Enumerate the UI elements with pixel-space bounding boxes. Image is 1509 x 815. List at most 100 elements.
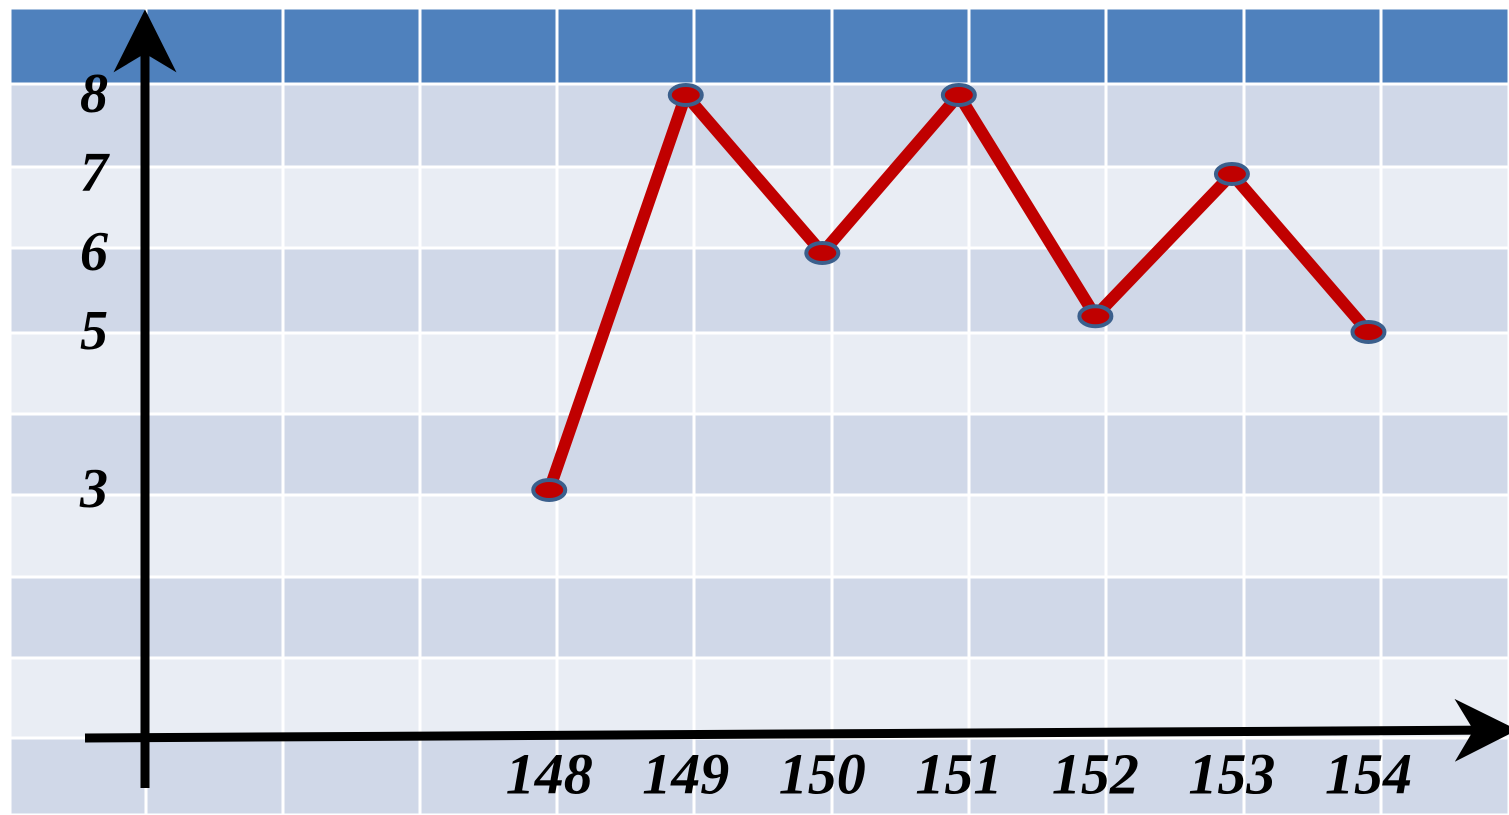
table-cell — [144, 656, 285, 740]
header-cell — [692, 6, 834, 86]
x-tick-label: 151 — [915, 741, 1002, 806]
table-cell — [281, 736, 422, 815]
table-cell — [144, 575, 285, 660]
data-point — [940, 83, 977, 107]
table-cell — [8, 575, 148, 660]
table-cell — [418, 575, 559, 660]
table-cell — [555, 493, 696, 579]
table-cell — [1104, 736, 1246, 815]
table-cell — [1379, 165, 1509, 250]
x-axis — [84, 698, 1509, 762]
table-cell — [830, 493, 971, 579]
header-cell — [555, 6, 696, 86]
table-cell — [8, 331, 148, 416]
table-cell — [8, 246, 148, 335]
table-cell — [8, 493, 148, 579]
header-cell — [967, 6, 1108, 86]
y-tick-label: 5 — [80, 300, 108, 362]
x-tick-label: 154 — [1325, 741, 1412, 806]
table-cell — [1379, 575, 1509, 660]
table-cell — [1104, 82, 1246, 169]
table-cell — [1379, 493, 1509, 579]
table-cell — [967, 736, 1108, 815]
table-cell — [830, 575, 971, 660]
table-cell — [1104, 412, 1246, 497]
background-table — [8, 6, 1509, 815]
table-cell — [1242, 736, 1383, 815]
x-tick-label: 148 — [506, 741, 593, 806]
table-cell — [281, 493, 422, 579]
table-cell — [418, 493, 559, 579]
table-cell — [144, 82, 285, 169]
table-cell — [8, 412, 148, 497]
plot: 3 5 6 7 8 148 149 150 151 152 153 154 — [79, 9, 1509, 806]
table-cell — [1242, 656, 1383, 740]
y-tick-label: 6 — [80, 221, 108, 283]
header-cell — [830, 6, 971, 86]
table-cell — [144, 736, 285, 815]
table-cell — [555, 575, 696, 660]
table-cell — [8, 165, 148, 250]
table-cell — [418, 165, 559, 250]
table-cell — [830, 736, 971, 815]
header-cell — [8, 6, 148, 86]
x-tick-label: 149 — [642, 741, 729, 806]
table-cell — [1379, 82, 1509, 169]
table-cell — [967, 656, 1108, 740]
table-cell — [692, 493, 834, 579]
table-cell — [555, 656, 696, 740]
table-cell — [281, 246, 422, 335]
data-point — [667, 83, 704, 107]
table-cell — [967, 575, 1108, 660]
table-cell — [418, 246, 559, 335]
header-cell — [1104, 6, 1246, 86]
table-cell — [830, 165, 971, 250]
table-cell — [692, 412, 834, 497]
table-cell — [830, 656, 971, 740]
data-point — [1077, 304, 1114, 329]
data-point — [804, 241, 841, 265]
table-cell — [1379, 331, 1509, 416]
table-cell — [692, 736, 834, 815]
table-cell — [555, 165, 696, 250]
table-cell — [144, 412, 285, 497]
table-cell — [144, 331, 285, 416]
table-cell — [281, 412, 422, 497]
table-cell — [1242, 493, 1383, 579]
table-cell — [967, 165, 1108, 250]
table-cell — [692, 575, 834, 660]
header-cell — [144, 6, 285, 86]
table-cell — [1379, 246, 1509, 335]
table-cell — [1242, 82, 1383, 169]
table-cell — [281, 82, 422, 169]
table-cell — [418, 331, 559, 416]
table-cell — [418, 412, 559, 497]
table-cell — [8, 82, 148, 169]
table-cell — [830, 412, 971, 497]
table-cell — [967, 331, 1108, 416]
data-point — [1213, 162, 1250, 186]
x-tick-label: 153 — [1188, 741, 1275, 806]
table-cell — [830, 246, 971, 335]
table-cell — [1242, 575, 1383, 660]
y-tick-label: 8 — [80, 63, 108, 125]
table-cell — [144, 165, 285, 250]
data-point — [1350, 320, 1387, 344]
table-cell — [8, 656, 148, 740]
table-cell — [418, 656, 559, 740]
table-cell — [281, 575, 422, 660]
table-cell — [692, 331, 834, 416]
table-cell — [281, 331, 422, 416]
header-cell — [1242, 6, 1383, 86]
table-cell — [1104, 575, 1246, 660]
table-cell — [1379, 412, 1509, 497]
table-cell — [1242, 331, 1383, 416]
y-tick-label: 3 — [79, 458, 108, 520]
table-cell — [144, 246, 285, 335]
table-cell — [1242, 412, 1383, 497]
header-cell — [1379, 6, 1509, 86]
header-cell — [281, 6, 422, 86]
table-cell — [830, 331, 971, 416]
table-cell — [418, 82, 559, 169]
